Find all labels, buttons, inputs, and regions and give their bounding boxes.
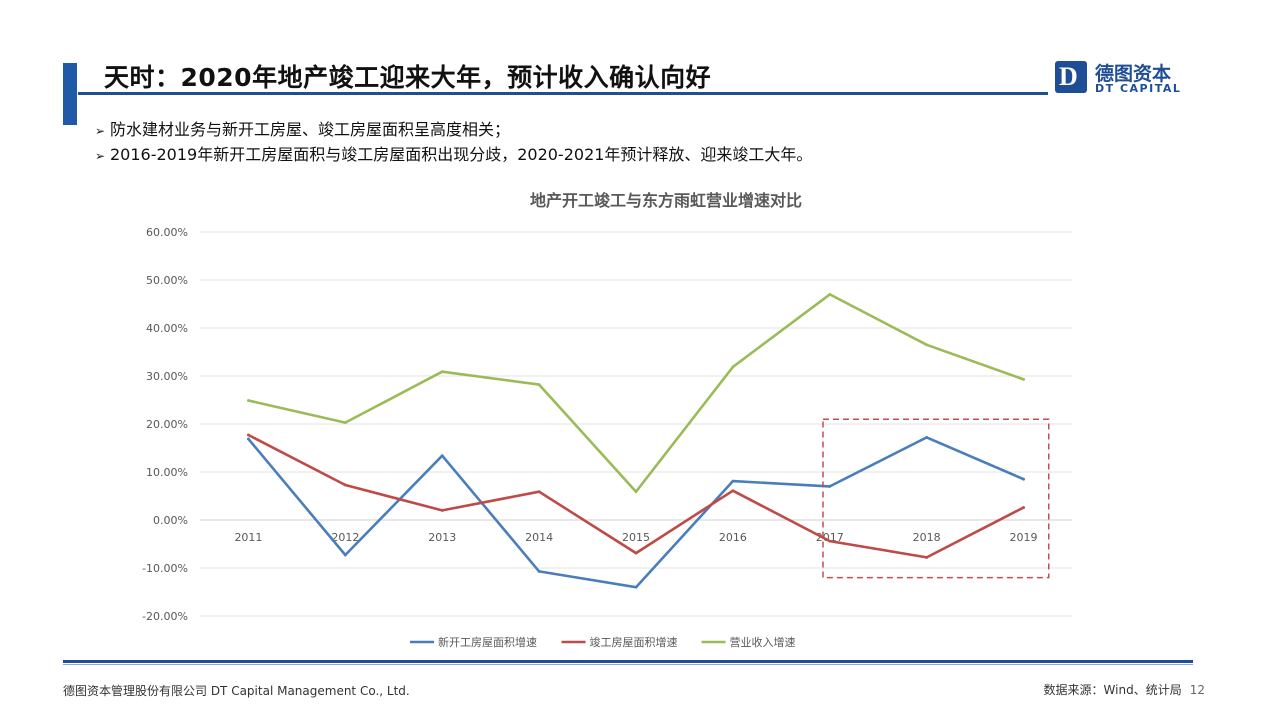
bullet-item: ➢ 防水建材业务与新开工房屋、竣工房屋面积呈高度相关；	[95, 118, 812, 143]
footer-company: 德图资本管理股份有限公司 DT Capital Management Co., …	[63, 684, 410, 698]
data-point	[537, 569, 541, 573]
data-point	[731, 365, 735, 369]
data-point	[925, 436, 929, 439]
data-point	[634, 551, 638, 555]
logo-mark-letter: D	[1059, 62, 1078, 91]
page-number: 12	[1189, 683, 1205, 697]
data-point	[925, 556, 929, 559]
x-tick-label: 2011	[234, 531, 262, 544]
footer-rule-thin	[63, 664, 1193, 665]
data-point	[247, 399, 250, 402]
bullet-text: 2016-2019年新开工房屋面积与竣工房屋面积出现分歧，2020-2021年预…	[110, 145, 813, 164]
bullet-item: ➢ 2016-2019年新开工房屋面积与竣工房屋面积出现分歧，2020-2021年…	[95, 143, 812, 168]
y-tick-label: 10.00%	[146, 466, 188, 479]
data-point	[537, 490, 541, 494]
chart-title: 地产开工竣工与东方雨虹营业增速对比	[530, 191, 802, 210]
company-logo: D 德图资本 DT CAPITAL	[1055, 61, 1185, 101]
data-point	[731, 479, 735, 483]
data-point	[440, 454, 444, 458]
data-point	[1022, 377, 1025, 381]
data-point	[1022, 506, 1025, 509]
footer-source: 数据来源：Wind、统计局	[1043, 683, 1182, 697]
x-tick-label: 2018	[913, 531, 941, 544]
data-point	[731, 489, 735, 493]
data-point	[925, 343, 929, 347]
header-accent-bar	[63, 63, 77, 125]
bullet-text: 防水建材业务与新开工房屋、竣工房屋面积呈高度相关；	[110, 120, 511, 139]
x-tick-label: 2013	[428, 531, 456, 544]
series-line	[247, 436, 1025, 589]
logo-name-cn: 德图资本	[1095, 63, 1172, 85]
x-tick-label: 2014	[525, 531, 553, 544]
legend-label: 新开工房屋面积增速	[438, 635, 537, 649]
highlight-box	[822, 418, 1050, 579]
series-line	[247, 293, 1025, 494]
y-tick-label: -10.00%	[142, 562, 188, 575]
arrow-bullet-icon: ➢	[95, 149, 106, 163]
x-tick-label: 2016	[719, 531, 747, 544]
y-tick-label: 30.00%	[146, 370, 188, 383]
arrow-bullet-icon: ➢	[95, 124, 106, 138]
x-tick-label: 2015	[622, 531, 650, 544]
y-tick-label: 20.00%	[146, 418, 188, 431]
legend-label: 营业收入增速	[730, 635, 796, 649]
y-tick-label: 50.00%	[146, 274, 188, 287]
data-point	[343, 421, 347, 424]
data-point	[634, 490, 638, 494]
y-tick-label: 0.00%	[153, 514, 188, 527]
footer-source-wrap: 数据来源：Wind、统计局 12	[1044, 681, 1205, 698]
legend-label: 竣工房屋面积增速	[590, 635, 678, 649]
data-point	[828, 485, 832, 488]
x-tick-label: 2012	[331, 531, 359, 544]
logo-name-en: DT CAPITAL	[1095, 82, 1182, 95]
data-point	[1022, 477, 1025, 481]
page-title: 天时：2020年地产竣工迎来大年，预计收入确认向好	[104, 63, 712, 92]
data-point	[247, 433, 250, 437]
data-point	[828, 293, 832, 296]
data-point	[634, 585, 638, 589]
data-point	[343, 553, 347, 557]
x-tick-label: 2019	[1010, 531, 1038, 544]
data-point	[343, 483, 347, 487]
footer-rule	[63, 660, 1193, 663]
y-tick-label: 60.00%	[146, 226, 188, 239]
bullet-list: ➢ 防水建材业务与新开工房屋、竣工房屋面积呈高度相关； ➢ 2016-2019年新开…	[95, 118, 812, 168]
data-point	[440, 370, 444, 374]
data-point	[828, 539, 832, 543]
title-underline	[78, 92, 1048, 95]
data-point	[247, 437, 250, 441]
data-point	[537, 383, 541, 387]
y-tick-label: -20.00%	[142, 610, 188, 623]
data-point	[440, 509, 444, 512]
logo-mark-icon: D	[1055, 61, 1087, 93]
y-tick-label: 40.00%	[146, 322, 188, 335]
